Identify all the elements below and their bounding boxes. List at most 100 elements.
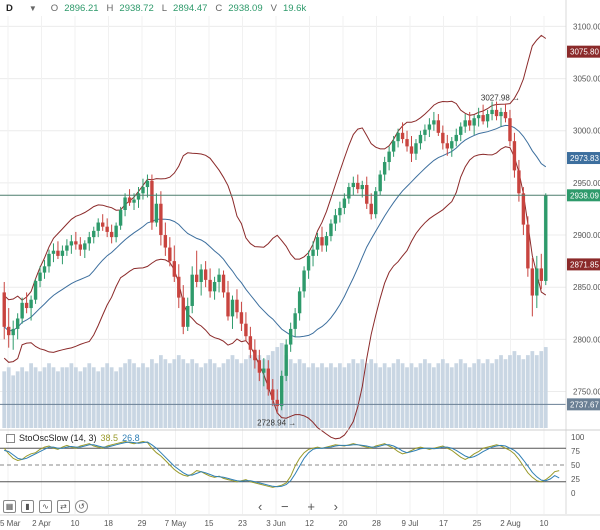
volume-bar [226,359,230,428]
volume-bar [221,363,226,428]
volume-bar [2,371,7,428]
time-tick-label: 9 Jul [402,519,419,528]
volume-bar [539,351,544,428]
volume-bar [154,363,159,428]
candle-body [333,215,338,224]
candle-body [163,235,168,248]
candle-body [512,141,517,171]
volume-bar [512,351,517,428]
candle-body [172,261,177,277]
volume-bar [418,363,423,428]
volume-bar [217,367,221,428]
time-axis[interactable]: 25 Mar 2 Apr 10 18 29 7 May 15 23 3 Jun 12 20 28 9 J… [0,514,600,528]
price-tag [567,189,600,202]
scroll-left-button[interactable]: ‹ [258,498,263,514]
symbol-label[interactable]: D [6,2,13,14]
candle-body [105,226,109,232]
candle-body [253,349,257,361]
candle-body [271,389,275,400]
volume-bar [369,359,374,428]
volume-bar [123,363,127,428]
volume-bar [252,351,257,428]
bar-icon[interactable]: ▮ [21,499,34,513]
candle-body [150,180,154,223]
volume-bar [463,363,468,428]
volume-bar [194,363,199,428]
volume-bar [51,367,56,428]
volume-bar [472,363,477,428]
time-tick-label: 12 [305,519,314,528]
candle-body [320,237,324,246]
candle-body [96,222,100,231]
ohlc-legend: D ▼ O 2896.21 H 2938.72 L 2894.47 C 2938… [0,0,560,16]
volume-bar [105,363,110,428]
volume-bar [409,363,414,428]
candle-body [15,318,20,329]
candle-body [177,276,181,298]
volume-bar [373,363,378,428]
volume-bar [530,351,535,428]
volume-bar [257,355,262,428]
time-tick-label: 2 Apr [32,519,51,528]
oscillator-tick-label: 25 [571,475,580,484]
candle-body [244,323,248,337]
time-tick-label: 20 [339,519,348,528]
candle-body [118,210,123,226]
candle-body [324,236,329,246]
volume-bar [176,355,181,428]
price-axis[interactable]: 2750.00 2800.00 2850.00 2900.00 2950.00 3000.… [565,0,600,514]
candle-body [132,199,136,203]
volume-bar [525,355,530,428]
indicator-icon[interactable]: ∿ [39,499,52,513]
volume-bar [127,359,132,428]
candle-body [432,120,436,125]
high-label: H [106,2,114,14]
candle-body [47,253,51,267]
undo-icon[interactable]: ↺ [75,499,88,513]
volume-bar [141,363,145,428]
scroll-right-button[interactable]: › [333,498,338,514]
time-tick-label: 10 [71,519,80,528]
volume-bar [114,371,119,428]
volume-bar [47,363,51,428]
volume-bar [69,363,74,428]
volume-bar [230,355,235,428]
volume-bar [543,347,548,428]
volume-bar [333,367,338,428]
candle-body [427,124,432,130]
candle-body [302,270,306,292]
volume-bar [315,367,320,428]
volume-bar [163,359,168,428]
candle-body [199,269,203,282]
volume-bar [360,359,365,428]
zoom-out-button[interactable]: − [281,498,289,514]
zoom-in-button[interactable]: + [307,498,315,514]
volume-bar [150,359,154,428]
candle-body [293,313,297,329]
volume-bar [60,367,65,428]
volume-bar [100,367,105,428]
candle-body [476,115,481,119]
volume-bar [91,367,96,428]
stochastic-k-line [3,440,560,488]
compare-icon[interactable]: ⇄ [57,499,70,513]
collapse-icon[interactable] [6,433,15,443]
candle-body [266,368,270,390]
price-annotation: 3027.98 → [481,94,520,103]
candle-body [329,223,333,237]
volume-bar [167,363,172,428]
candle-body [141,187,145,194]
open-value: 2896.21 [64,2,99,14]
price-annotation: 2728.94 → [257,418,296,427]
volume-bar [42,367,47,428]
candle-body [181,297,185,327]
open-label: O [50,2,59,14]
chevron-down-icon[interactable]: ▼ [28,3,37,13]
grid-icon[interactable]: ▦ [3,499,16,513]
candle-body [65,245,69,251]
candle-body [517,170,521,194]
candle-body [221,274,226,293]
candle-body [436,120,441,133]
candle-body [114,225,118,238]
